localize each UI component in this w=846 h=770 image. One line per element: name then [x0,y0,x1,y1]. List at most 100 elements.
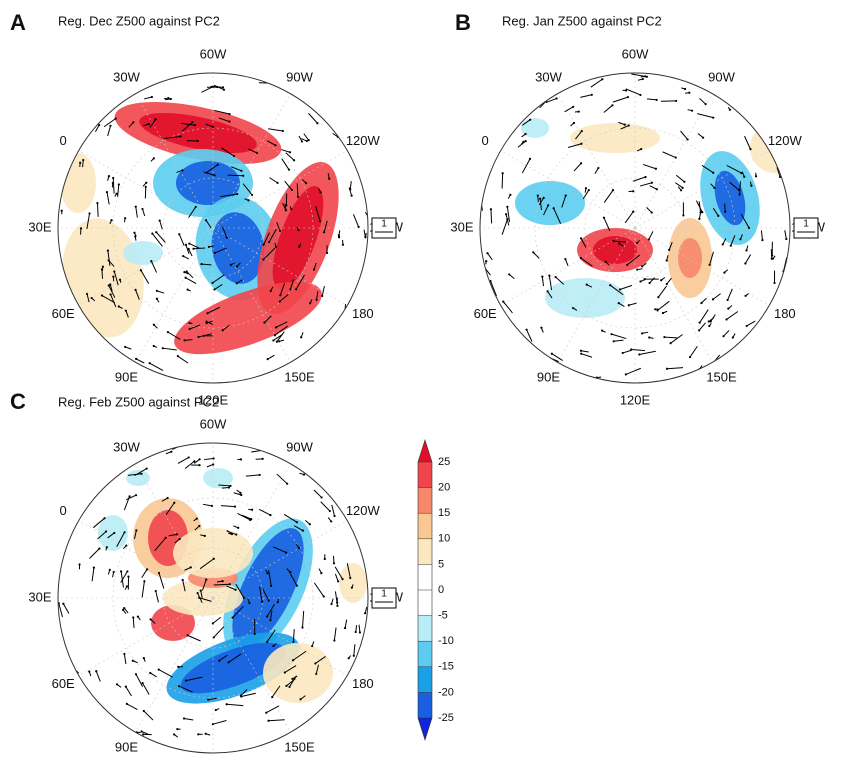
anomaly-contour [203,468,233,488]
vector-head [155,590,157,592]
vector-head [266,641,268,643]
vector-head [267,720,269,722]
longitude-label: 120E [620,392,651,407]
panel-title: Reg. Feb Z500 against PC2 [58,394,219,409]
vector-head [580,257,582,259]
vector-head [107,250,109,252]
vector-head [698,218,700,220]
vector-head [648,238,650,240]
vector-head [270,290,272,292]
vector-head [727,308,729,310]
vector-head [98,548,100,550]
vector-head [618,242,620,244]
vector-head [660,279,662,281]
longitude-label: 0 [482,133,489,148]
vector-head [205,733,207,735]
vector-head [212,126,214,128]
vector-head [124,346,126,348]
vector-head [313,268,315,270]
vector-head [167,497,169,499]
vector-head [176,728,178,730]
vector-head [506,206,508,208]
vector-head [761,239,763,241]
vector-head [200,590,202,592]
vector-head [580,237,582,239]
vector-head [269,514,271,516]
vector-head [279,230,281,232]
vector-head [113,571,115,573]
colorbar-bin [418,616,432,642]
vector-head [349,577,351,579]
vector-head [612,240,614,242]
vector-head [230,264,232,266]
vector-head [135,529,137,531]
vector-head [142,682,144,684]
longitude-label: 30E [450,219,473,234]
vector-head [297,229,299,231]
vector-head [572,106,574,108]
vector-head [689,356,691,358]
vector-head [167,331,169,333]
wind-vector [185,340,193,341]
vector-head [153,345,155,347]
vector-head [143,580,145,582]
vector-head [358,226,360,228]
anomaly-contour [593,236,637,264]
vector-head [725,318,727,320]
wind-vector [491,209,492,223]
vector-head [126,570,128,572]
vector-head [539,198,541,200]
vector-head [509,194,511,196]
vector-head [505,213,507,215]
vector-head [236,282,238,284]
vector-head [127,575,129,577]
vector-head [351,587,353,589]
vector-head [140,730,142,732]
vector-head [158,572,160,574]
vector-head [639,280,641,282]
vector-head [601,78,603,80]
vector-head [279,300,281,302]
vector-head [508,273,510,275]
vector-head [705,103,707,105]
vector-head [118,305,120,307]
vector-head [682,214,684,216]
vector-head [547,204,549,206]
colorbar-label: -25 [438,712,454,724]
colorbar-label: 10 [438,533,450,545]
vector-head [323,595,325,597]
vector-head [336,605,338,607]
vector-head [743,176,745,178]
vector-head [642,78,644,80]
vector-head [625,89,627,91]
vector-head [267,358,269,360]
wind-vector [771,249,772,259]
vector-head [134,289,136,291]
vector-head [278,340,280,342]
vector-head [229,583,231,585]
vector-head [316,122,318,124]
vector-head [285,209,287,211]
colorbar-bin [418,488,432,514]
vector-head [232,617,234,619]
vector-head [125,310,127,312]
vector-head [262,458,264,460]
vector-head [205,219,207,221]
vector-head [126,585,128,587]
vector-head [662,312,664,314]
vector-head [683,181,685,183]
vector-head [729,109,731,111]
vector-head [333,562,335,564]
vector-head [274,82,276,84]
vector-head [143,710,145,712]
vector-head [151,96,153,98]
vector-head [234,589,236,591]
vector-head [188,242,190,244]
vector-head [641,332,643,334]
vector-head [646,76,648,78]
vector-head [543,197,545,199]
vector-head [242,175,244,177]
vector-head [746,325,748,327]
vector-head [179,135,181,137]
vector-head [135,206,137,208]
